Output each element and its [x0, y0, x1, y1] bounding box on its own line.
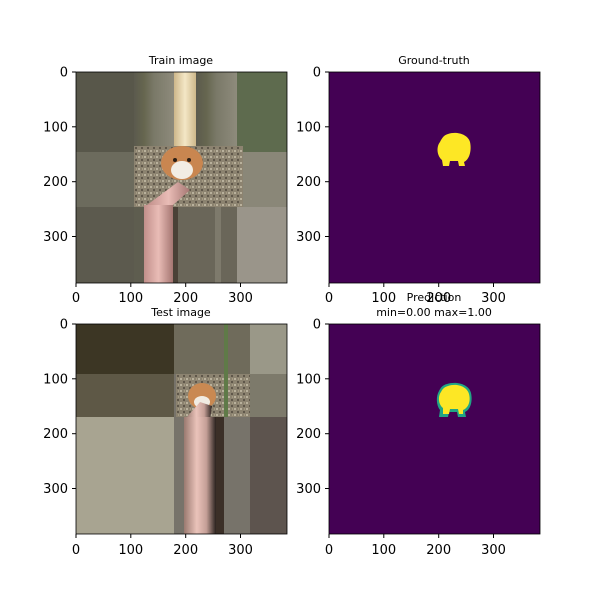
- panel-test-image: Test image 0 100 200: [43, 306, 288, 558]
- y-tick-label: 300: [43, 482, 68, 497]
- mask-background: [329, 324, 540, 534]
- y-tick-label: 100: [296, 120, 321, 135]
- panel-train-image: Train image: [43, 54, 288, 306]
- x-tick-label: 200: [173, 543, 198, 558]
- x-tick-label: 0: [325, 291, 333, 306]
- x-tick-label: 300: [481, 291, 506, 306]
- x-axis: 0 100 200 300: [72, 534, 253, 558]
- x-tick-label: 300: [228, 291, 253, 306]
- y-tick-label: 300: [296, 230, 321, 245]
- panel-title: Test image: [150, 306, 211, 319]
- y-tick-label: 200: [296, 175, 321, 190]
- y-tick-label: 0: [313, 66, 321, 81]
- panel-ground-truth: Ground-truth 0 100 200 300 0 100 200 300: [296, 54, 541, 306]
- mask-region: [437, 132, 471, 166]
- x-tick-label: 200: [426, 291, 451, 306]
- y-tick-label: 0: [313, 318, 321, 333]
- x-tick-label: 0: [325, 543, 333, 558]
- x-tick-label: 300: [481, 543, 506, 558]
- x-axis: 0 100 200 300: [72, 283, 253, 306]
- panel-title: Ground-truth: [398, 54, 470, 67]
- y-tick-label: 100: [296, 372, 321, 387]
- x-axis: 0 100 200 300: [325, 283, 506, 306]
- x-tick-label: 100: [371, 291, 396, 306]
- panel-title: Train image: [148, 54, 213, 67]
- y-axis: 0 100 200 300: [43, 66, 76, 245]
- x-tick-label: 0: [72, 291, 80, 306]
- y-tick-label: 200: [43, 427, 68, 442]
- y-tick-label: 100: [43, 372, 68, 387]
- y-tick-label: 300: [43, 230, 68, 245]
- y-tick-label: 100: [43, 120, 68, 135]
- y-axis: 0 100 200 300: [296, 318, 329, 497]
- x-tick-label: 100: [118, 291, 143, 306]
- x-tick-label: 0: [72, 543, 80, 558]
- y-tick-label: 300: [296, 482, 321, 497]
- x-tick-label: 100: [118, 543, 143, 558]
- y-axis: 0 100 200 300: [296, 66, 329, 245]
- y-tick-label: 200: [296, 427, 321, 442]
- x-axis: 0 100 200 300: [325, 534, 506, 558]
- y-tick-label: 0: [60, 66, 68, 81]
- y-tick-label: 200: [43, 175, 68, 190]
- x-tick-label: 300: [228, 543, 253, 558]
- panel-subtitle: min=0.00 max=1.00: [376, 306, 492, 319]
- train-image-photo: [76, 72, 287, 283]
- test-image-photo: [76, 324, 287, 534]
- mask-background: [329, 72, 540, 283]
- y-tick-label: 0: [60, 318, 68, 333]
- panel-prediction: Prediction min=0.00 max=1.00 0 100 200 3…: [296, 291, 541, 558]
- panel-title: Prediction: [407, 291, 462, 304]
- x-tick-label: 200: [426, 543, 451, 558]
- x-tick-label: 100: [371, 543, 396, 558]
- mask-region: [438, 384, 470, 414]
- y-axis: 0 100 200 300: [43, 318, 76, 497]
- x-tick-label: 200: [173, 291, 198, 306]
